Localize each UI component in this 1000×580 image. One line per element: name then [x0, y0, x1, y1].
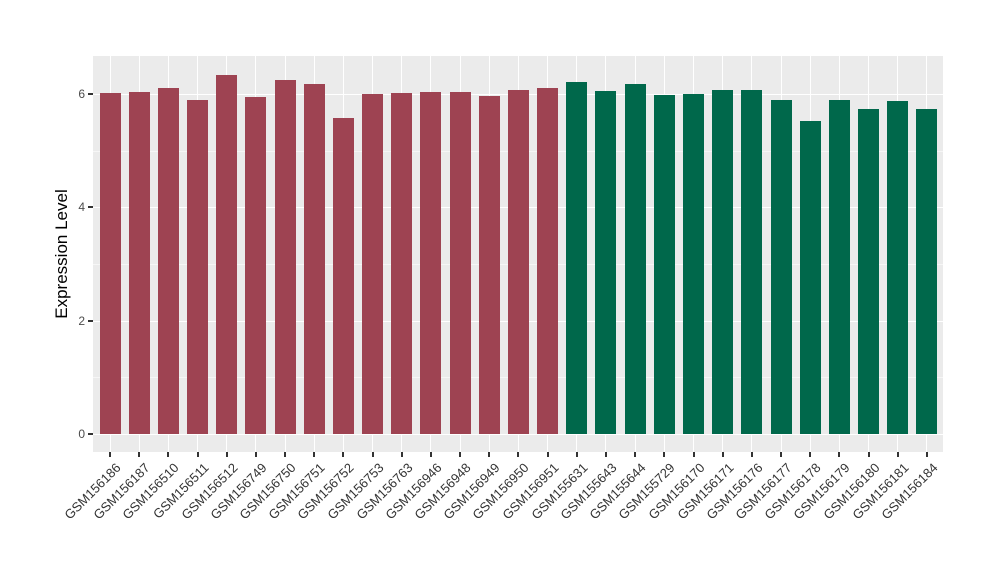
- x-tick-mark: [109, 452, 111, 457]
- x-tick-mark: [838, 452, 841, 457]
- bar-GSM156176: [741, 90, 763, 434]
- bar-GSM155644: [624, 84, 646, 434]
- x-tick-mark: [546, 452, 549, 457]
- x-tick-mark: [896, 452, 899, 457]
- x-tick-mark: [750, 452, 753, 457]
- x-tick-mark: [575, 452, 578, 457]
- x-tick-mark: [634, 452, 637, 457]
- x-tick-mark: [371, 452, 374, 457]
- bar-GSM156179: [828, 100, 850, 434]
- x-tick-mark: [867, 452, 870, 457]
- bar-GSM156950: [507, 90, 529, 434]
- x-tick-mark: [429, 452, 432, 457]
- y-tick-mark: [88, 319, 93, 322]
- x-tick-mark: [400, 452, 403, 457]
- bar-GSM156751: [303, 83, 325, 434]
- bar-GSM156187: [128, 92, 150, 434]
- y-tick-label: 0: [78, 427, 85, 441]
- x-tick-mark: [517, 452, 520, 457]
- y-tick-mark: [88, 92, 93, 95]
- y-tick-mark: [88, 206, 93, 209]
- x-tick-mark: [225, 452, 228, 457]
- bar-GSM156178: [799, 120, 821, 434]
- bar-GSM156186: [99, 92, 121, 434]
- y-tick-label: 4: [78, 200, 85, 215]
- bar-GSM155729: [653, 95, 675, 434]
- x-tick-mark: [459, 452, 462, 457]
- bar-GSM156177: [770, 99, 792, 434]
- bar-GSM156181: [887, 101, 909, 434]
- plot-panel: [93, 56, 943, 452]
- x-tick-mark: [721, 452, 724, 457]
- bar-GSM156753: [362, 93, 384, 434]
- x-tick-mark: [254, 452, 257, 457]
- bar-GSM156170: [683, 93, 704, 434]
- bar-GSM156949: [478, 95, 500, 434]
- x-tick-mark: [925, 452, 928, 457]
- x-tick-mark: [488, 452, 491, 457]
- bar-GSM156180: [858, 108, 880, 434]
- bar-GSM156946: [420, 91, 442, 434]
- x-tick-mark: [809, 452, 812, 457]
- x-tick-mark: [663, 452, 666, 457]
- x-tick-mark: [342, 452, 345, 457]
- bar-GSM156511: [187, 99, 209, 434]
- bar-GSM156750: [274, 80, 296, 434]
- x-tick-mark: [284, 452, 287, 457]
- y-tick-mark: [88, 433, 93, 435]
- bar-GSM156749: [245, 97, 267, 434]
- bar-GSM156510: [157, 87, 179, 434]
- x-tick-mark: [167, 452, 170, 457]
- x-tick-mark: [313, 452, 316, 457]
- y-tick-label: 2: [78, 313, 85, 328]
- bar-GSM156184: [916, 108, 938, 434]
- x-tick-mark: [196, 452, 199, 457]
- x-tick-mark: [138, 452, 141, 457]
- bar-GSM156763: [391, 92, 413, 434]
- x-tick-mark: [780, 452, 783, 457]
- bar-GSM156752: [332, 118, 354, 434]
- bar-GSM156951: [537, 87, 559, 434]
- y-tick-label: 6: [78, 86, 85, 101]
- bar-GSM156948: [449, 91, 471, 434]
- x-tick-mark: [604, 452, 607, 457]
- bar-GSM155643: [595, 91, 617, 434]
- bar-GSM156171: [712, 90, 734, 434]
- bar-GSM155631: [566, 81, 588, 434]
- x-tick-mark: [692, 452, 695, 457]
- bar-GSM156512: [216, 75, 238, 434]
